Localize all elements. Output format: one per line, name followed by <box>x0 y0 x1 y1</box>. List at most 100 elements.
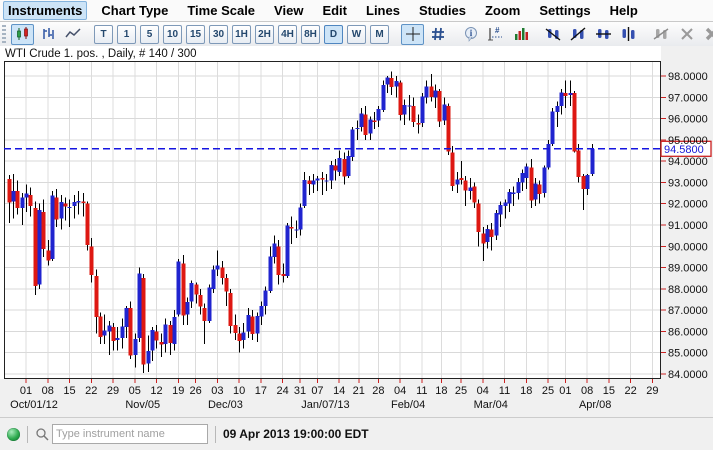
svg-text:90.0000: 90.0000 <box>668 241 708 253</box>
crosshair-button[interactable] <box>401 23 424 45</box>
svg-text:89.0000: 89.0000 <box>668 263 708 275</box>
svg-text:08: 08 <box>42 385 54 397</box>
trend-line-button[interactable] <box>542 24 565 45</box>
svg-text:26: 26 <box>190 385 202 397</box>
vertical-line-button[interactable] <box>617 24 640 45</box>
menu-settings[interactable]: Settings <box>539 3 591 18</box>
vertical-line-icon <box>622 27 635 41</box>
svg-text:i: i <box>469 28 472 38</box>
price-chart[interactable]: WTI Crude 1. pos. , Daily, # 140 / 300 9… <box>0 46 713 417</box>
svg-text:95.0000: 95.0000 <box>668 135 708 147</box>
svg-text:04: 04 <box>394 385 406 397</box>
bar-measure-button[interactable]: # <box>484 24 507 45</box>
candlestick-icon <box>16 27 28 40</box>
timeframe-weekly[interactable]: W <box>347 24 366 44</box>
bar-measure-icon: # <box>488 26 502 41</box>
edit-line-button[interactable] <box>650 24 673 45</box>
timeframe-1m[interactable]: 1 <box>117 24 136 44</box>
timeframe-4h[interactable]: 4H <box>278 24 297 44</box>
svg-text:19: 19 <box>172 385 184 397</box>
svg-text:86.0000: 86.0000 <box>668 326 708 338</box>
svg-text:Apr/08: Apr/08 <box>579 399 611 411</box>
candlestick-chart-button[interactable] <box>11 23 34 45</box>
menu-bar: Instruments Chart Type Time Scale View E… <box>0 0 713 22</box>
timeframe-2h[interactable]: 2H <box>255 24 274 44</box>
menu-studies[interactable]: Studies <box>418 3 466 18</box>
ohlc-bars-icon <box>42 28 54 39</box>
delete-line-icon <box>680 28 693 40</box>
svg-text:87.0000: 87.0000 <box>668 305 708 317</box>
trend-line-icon <box>545 28 561 41</box>
svg-text:96.0000: 96.0000 <box>668 114 708 126</box>
timeframe-30m[interactable]: 30 <box>209 24 228 44</box>
axis-strips <box>0 46 713 417</box>
svg-text:85.0000: 85.0000 <box>668 348 708 360</box>
delete-all-lines-icon <box>705 27 713 41</box>
svg-text:18: 18 <box>520 385 532 397</box>
horizontal-line-icon <box>596 29 611 39</box>
menu-edit[interactable]: Edit <box>322 3 347 18</box>
svg-text:08: 08 <box>581 385 593 397</box>
timeframe-1h[interactable]: 1H <box>232 24 251 44</box>
ohlc-bars-button[interactable] <box>36 24 59 45</box>
volume-button[interactable] <box>509 24 532 45</box>
menu-zoom[interactable]: Zoom <box>484 3 521 18</box>
chart-panel: WTI Crude 1. pos. , Daily, # 140 / 300 9… <box>0 46 713 417</box>
connection-status-icon <box>7 427 20 441</box>
horizontal-line-button[interactable] <box>592 24 615 45</box>
svg-text:22: 22 <box>625 385 637 397</box>
svg-text:84.0000: 84.0000 <box>668 369 708 381</box>
svg-text:91.0000: 91.0000 <box>668 220 708 232</box>
menu-time-scale[interactable]: Time Scale <box>187 3 256 18</box>
svg-text:94.0000: 94.0000 <box>668 156 708 168</box>
svg-text:07: 07 <box>311 385 323 397</box>
trend-line-alt-icon <box>570 27 586 41</box>
delete-all-lines-button[interactable] <box>700 24 713 45</box>
svg-text:Feb/04: Feb/04 <box>391 399 425 411</box>
menu-instruments[interactable]: Instruments <box>3 1 88 20</box>
svg-text:11: 11 <box>416 385 427 397</box>
toolbar-drag-grip[interactable] <box>2 25 6 43</box>
menu-lines[interactable]: Lines <box>366 3 400 18</box>
svg-text:01: 01 <box>559 385 571 397</box>
toolbar: T 1 5 10 15 30 1H 2H 4H 8H D W M <box>0 22 713 47</box>
info-button[interactable]: i <box>459 24 482 45</box>
svg-text:Jan/07/13: Jan/07/13 <box>301 399 349 411</box>
svg-text:18: 18 <box>435 385 447 397</box>
timeframe-monthly[interactable]: M <box>370 24 389 44</box>
svg-text:Nov/05: Nov/05 <box>125 399 160 411</box>
candlestick-series <box>7 71 595 373</box>
chart-title: WTI Crude 1. pos. , Daily, # 140 / 300 <box>5 48 197 60</box>
svg-text:10: 10 <box>233 385 245 397</box>
delete-line-button[interactable] <box>675 24 698 45</box>
svg-text:29: 29 <box>646 385 658 397</box>
menu-view[interactable]: View <box>274 3 304 18</box>
svg-text:14: 14 <box>333 385 345 397</box>
svg-text:11: 11 <box>499 385 510 397</box>
last-price-line[interactable]: 94.5800 <box>4 140 712 157</box>
trend-line-alt-button[interactable] <box>567 24 590 45</box>
menu-help[interactable]: Help <box>609 3 638 18</box>
svg-text:#: # <box>495 26 500 35</box>
grid-button[interactable] <box>426 24 449 45</box>
svg-text:Mar/04: Mar/04 <box>474 399 508 411</box>
svg-text:28: 28 <box>372 385 384 397</box>
svg-text:25: 25 <box>542 385 554 397</box>
svg-text:25: 25 <box>455 385 467 397</box>
svg-text:93.0000: 93.0000 <box>668 177 708 189</box>
search-input[interactable] <box>52 424 208 444</box>
timeframe-daily[interactable]: D <box>324 24 343 44</box>
menu-chart-type[interactable]: Chart Type <box>101 3 169 18</box>
timeframe-tick[interactable]: T <box>94 24 113 44</box>
timeframe-15m[interactable]: 15 <box>186 24 205 44</box>
svg-text:Oct/01/12: Oct/01/12 <box>10 399 58 411</box>
timeframe-8h[interactable]: 8H <box>301 24 320 44</box>
svg-text:31: 31 <box>294 385 306 397</box>
edit-line-icon <box>653 28 669 40</box>
line-chart-button[interactable] <box>61 24 84 45</box>
svg-text:92.0000: 92.0000 <box>668 199 708 211</box>
timeframe-5m[interactable]: 5 <box>140 24 159 44</box>
timeframe-10m[interactable]: 10 <box>163 24 182 44</box>
svg-text:03: 03 <box>211 385 223 397</box>
svg-text:97.0000: 97.0000 <box>668 92 708 104</box>
